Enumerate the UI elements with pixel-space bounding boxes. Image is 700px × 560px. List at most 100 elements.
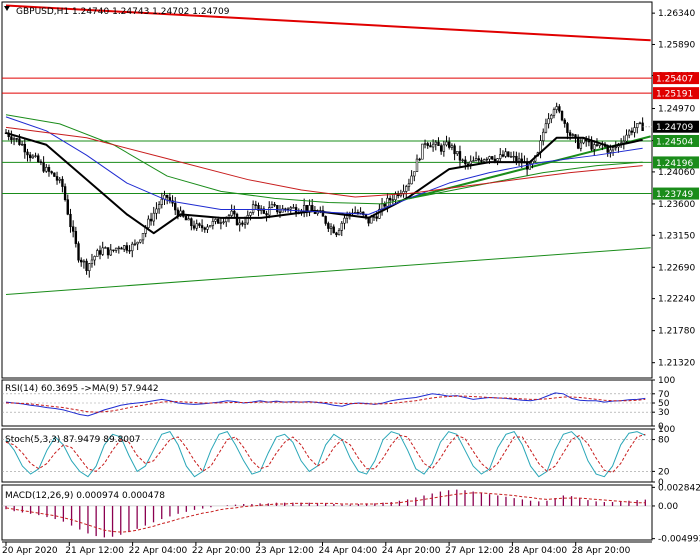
candle-body [117, 247, 121, 250]
candle [434, 140, 437, 151]
candle-body [413, 171, 416, 177]
candle [552, 107, 556, 119]
candle [571, 133, 574, 137]
candle [47, 164, 51, 177]
candle-body [550, 114, 553, 120]
candle [122, 244, 126, 253]
candle-body [566, 123, 569, 133]
candle-body [50, 171, 53, 174]
candle [539, 135, 542, 159]
candle-body [254, 204, 258, 206]
candle-body [305, 204, 309, 212]
candle-body [321, 210, 325, 217]
candle-body [12, 138, 16, 140]
candle [90, 253, 94, 268]
candle-body [474, 158, 478, 161]
candle [431, 139, 435, 152]
candle-body [434, 141, 437, 145]
candle [88, 262, 91, 278]
candle-body [552, 109, 556, 116]
candle [82, 259, 86, 269]
candle-body [630, 130, 634, 133]
candle-body [98, 250, 102, 255]
candle-body [187, 218, 190, 221]
candle [230, 204, 233, 219]
candle-body [289, 207, 292, 210]
candle-body [200, 225, 204, 229]
candle [125, 242, 129, 254]
candle-body [37, 155, 40, 163]
candle-body [268, 207, 271, 216]
main-title: GBPUSD,H1 1.24740 1.24743 1.24702 1.2470… [16, 7, 230, 17]
candle [112, 249, 115, 253]
candle [340, 221, 343, 237]
candle [442, 140, 446, 157]
candle [542, 128, 545, 146]
candle-body [23, 143, 27, 153]
price-label-text: 1.24196 [656, 159, 693, 169]
candle-body [456, 151, 459, 155]
candle [407, 178, 411, 191]
candle-body [302, 204, 306, 212]
candle-body [174, 202, 177, 211]
x-tick-label: 20 Apr 2020 [2, 546, 58, 556]
candle-body [165, 194, 169, 198]
candle-body [504, 151, 507, 157]
y-tick-label: 1.22690 [658, 263, 695, 273]
candle-body [190, 218, 193, 227]
candle [251, 200, 255, 215]
candle [104, 246, 107, 249]
candle-body [343, 217, 346, 224]
price-label-text: 1.25407 [656, 75, 693, 85]
candle [445, 135, 448, 147]
ma-blue [5, 116, 643, 215]
candle-body [423, 143, 427, 145]
price-label-1.24504 [653, 134, 699, 147]
candle [149, 212, 153, 226]
candle [302, 198, 306, 218]
candle-body [149, 218, 153, 222]
candle [587, 135, 591, 147]
candle [58, 176, 61, 184]
candle [23, 137, 27, 159]
candle [437, 137, 440, 146]
candle [203, 226, 206, 233]
candle-body [45, 166, 48, 172]
x-tick-label: 28 Apr 04:00 [508, 546, 567, 556]
candle-body [627, 130, 631, 136]
collapse-triangle-icon[interactable] [4, 6, 10, 11]
candle [222, 218, 225, 225]
candle-body [39, 161, 43, 163]
candle [163, 190, 166, 205]
candle [160, 192, 163, 209]
price-label-text: 1.24709 [656, 123, 693, 133]
candle-body [491, 156, 494, 160]
candle [324, 215, 327, 226]
y-tick-label: 1.22240 [658, 295, 695, 305]
candle-body [576, 137, 580, 149]
y-tick-label: 0 [658, 422, 664, 432]
candle-body [464, 159, 467, 165]
candle [26, 148, 29, 162]
candle-body [206, 226, 209, 230]
candle [31, 154, 35, 159]
candle [77, 241, 80, 263]
y-tick-label: 1.21320 [658, 359, 695, 369]
candle [233, 205, 236, 217]
candle [308, 199, 311, 217]
candle-body [58, 178, 61, 181]
candle [439, 143, 443, 155]
candle-body [415, 158, 419, 173]
candle-body [77, 243, 80, 261]
candle-body [528, 163, 532, 170]
candle [109, 244, 112, 257]
pane-frame-0 [1, 1, 653, 379]
x-tick-label: 22 Apr 04:00 [129, 546, 188, 556]
candle-body [453, 145, 456, 155]
y-tick-label: 0.002842 [658, 483, 700, 493]
candle-body [636, 123, 639, 128]
candle [579, 138, 583, 152]
candle-body [515, 155, 518, 162]
candle-body [101, 247, 104, 255]
